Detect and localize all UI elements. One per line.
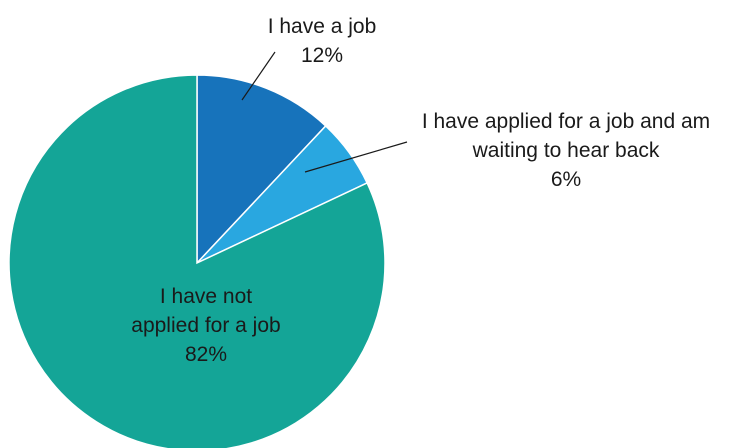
slice-2-label-line: waiting to hear back (472, 139, 660, 162)
pie-slices (8, 74, 386, 448)
pie-slice-3 (8, 74, 386, 448)
pie-slice-1 (196, 74, 327, 265)
leader-lines (241, 51, 408, 173)
leader-line-1 (241, 51, 276, 101)
leader-line-2 (304, 141, 408, 173)
slice-1-percent-label: 12% (301, 44, 343, 67)
slice-3-label-line: I have not (160, 285, 252, 308)
slice-labels: I have a job 12% I have applied for a job … (131, 15, 710, 366)
slice-2-label-line: I have applied for a job and am (422, 110, 710, 133)
slice-3-percent-label: 82% (185, 343, 227, 366)
slice-2-percent-label: 6% (551, 168, 581, 191)
slice-3-label-line: applied for a job (131, 314, 280, 337)
slice-1-label-line: I have a job (268, 15, 377, 38)
